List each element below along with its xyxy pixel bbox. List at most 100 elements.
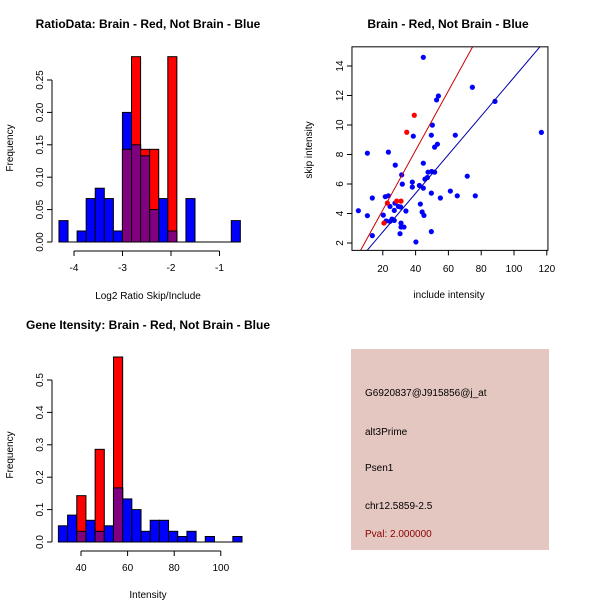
point-brain bbox=[398, 198, 404, 204]
point-not-brain bbox=[424, 174, 431, 181]
fit-line-brain bbox=[360, 46, 474, 251]
y-tick-label: 0.25 bbox=[35, 70, 46, 90]
y-tick-label: 8 bbox=[335, 151, 346, 157]
intensity-scatter: Brain - Red, Not Brain - Blue include in… bbox=[304, 17, 556, 301]
x-tick-label: -3 bbox=[118, 263, 127, 274]
point-not-brain bbox=[454, 193, 460, 199]
y-tick-label: 0.05 bbox=[35, 199, 46, 219]
bar-not-brain bbox=[168, 530, 179, 543]
x-tick-label: 120 bbox=[538, 264, 555, 275]
bar-not-brain bbox=[185, 198, 196, 243]
event-type: alt3Prime bbox=[365, 427, 408, 438]
intensity-histogram-xlabel: Intensity bbox=[129, 590, 166, 600]
x-tick-label: 20 bbox=[377, 264, 389, 275]
point-not-brain bbox=[464, 173, 470, 179]
bar-not-brain bbox=[94, 187, 105, 243]
bar-overlap bbox=[140, 155, 151, 243]
point-not-brain bbox=[369, 195, 375, 201]
point-not-brain bbox=[420, 185, 426, 191]
ratio-histogram-ylabel: Frequency bbox=[5, 124, 16, 171]
point-not-brain bbox=[385, 149, 391, 155]
bar-not-brain bbox=[58, 220, 69, 243]
point-not-brain bbox=[398, 220, 404, 226]
x-tick-label: 40 bbox=[75, 563, 87, 574]
bar-not-brain bbox=[57, 525, 69, 543]
bar-not-brain bbox=[122, 498, 133, 543]
point-not-brain bbox=[437, 195, 443, 201]
y-tick-label: 0.2 bbox=[35, 470, 46, 484]
point-not-brain bbox=[433, 97, 440, 103]
point-not-brain bbox=[355, 208, 361, 214]
plot-frame bbox=[351, 46, 549, 251]
y-tick-label: 0.3 bbox=[35, 437, 46, 451]
bar-not-brain bbox=[158, 198, 169, 243]
point-not-brain bbox=[364, 213, 370, 219]
info-panel-background bbox=[351, 349, 549, 550]
y-tick-label: 0.0 bbox=[35, 535, 46, 549]
y-tick-label: 0.10 bbox=[35, 167, 46, 187]
gene-name: Psen1 bbox=[365, 463, 394, 474]
x-tick-label: 100 bbox=[212, 563, 229, 574]
point-not-brain bbox=[492, 98, 498, 104]
point-not-brain bbox=[428, 132, 434, 138]
bar-not-brain bbox=[186, 530, 197, 543]
bar-not-brain bbox=[112, 230, 123, 243]
point-not-brain bbox=[432, 169, 438, 175]
point-not-brain bbox=[428, 229, 434, 235]
point-not-brain bbox=[364, 150, 370, 156]
point-not-brain bbox=[452, 132, 458, 138]
point-not-brain bbox=[420, 54, 426, 60]
bar-not-brain bbox=[177, 535, 188, 543]
point-not-brain bbox=[435, 93, 441, 99]
y-tick-label: 10 bbox=[335, 119, 346, 131]
x-tick-label: 80 bbox=[169, 563, 181, 574]
point-not-brain bbox=[369, 233, 375, 239]
bar-not-brain bbox=[140, 530, 151, 543]
bar-overlap bbox=[167, 230, 178, 243]
bar-not-brain bbox=[230, 220, 241, 243]
bar-not-brain bbox=[204, 535, 215, 543]
point-not-brain bbox=[409, 179, 415, 185]
point-not-brain bbox=[410, 133, 416, 139]
point-not-brain bbox=[421, 212, 427, 219]
point-not-brain bbox=[447, 188, 453, 194]
y-tick-label: 0.20 bbox=[35, 102, 46, 122]
ratio-histogram: RatioData: Brain - Red, Not Brain - Blue… bbox=[5, 17, 261, 302]
point-not-brain bbox=[403, 208, 409, 214]
bar-overlap bbox=[94, 530, 105, 543]
scatter-xlabel: include intensity bbox=[413, 290, 484, 301]
x-tick-label: -1 bbox=[215, 263, 224, 274]
point-not-brain bbox=[391, 217, 397, 224]
point-brain bbox=[411, 112, 417, 118]
y-tick-label: 2 bbox=[335, 240, 346, 246]
point-not-brain bbox=[380, 212, 386, 218]
bar-not-brain bbox=[131, 509, 142, 543]
bar-overlap bbox=[121, 148, 133, 243]
bar-not-brain bbox=[103, 198, 114, 243]
point-not-brain bbox=[391, 207, 397, 214]
point-not-brain bbox=[401, 224, 407, 230]
point-not-brain bbox=[398, 204, 404, 210]
y-tick-label: 6 bbox=[335, 181, 346, 187]
bar-brain bbox=[94, 448, 105, 543]
chromosome-location: chr12.5859-2.5 bbox=[365, 501, 433, 512]
bar-overlap bbox=[112, 487, 124, 543]
x-tick-label: 60 bbox=[122, 563, 134, 574]
point-not-brain bbox=[432, 144, 438, 150]
scatter-ylabel: skip intensity bbox=[304, 121, 315, 178]
bar-not-brain bbox=[232, 535, 243, 543]
point-not-brain bbox=[429, 122, 435, 128]
x-tick-label: 40 bbox=[410, 264, 422, 275]
bar-not-brain bbox=[85, 198, 96, 243]
point-brain bbox=[394, 198, 400, 204]
bar-brain bbox=[167, 56, 178, 243]
intensity-histogram-title: Gene Itensity: Brain - Red, Not Brain - … bbox=[26, 318, 270, 332]
y-tick-label: 0.15 bbox=[35, 135, 46, 155]
point-not-brain bbox=[428, 190, 434, 196]
y-tick-label: 0.5 bbox=[35, 373, 46, 387]
point-not-brain bbox=[397, 231, 403, 237]
ratio-histogram-title: RatioData: Brain - Red, Not Brain - Blue bbox=[36, 17, 261, 31]
bar-not-brain bbox=[67, 514, 78, 543]
point-brain bbox=[404, 129, 410, 135]
intensity-histogram: Gene Itensity: Brain - Red, Not Brain - … bbox=[5, 318, 270, 600]
